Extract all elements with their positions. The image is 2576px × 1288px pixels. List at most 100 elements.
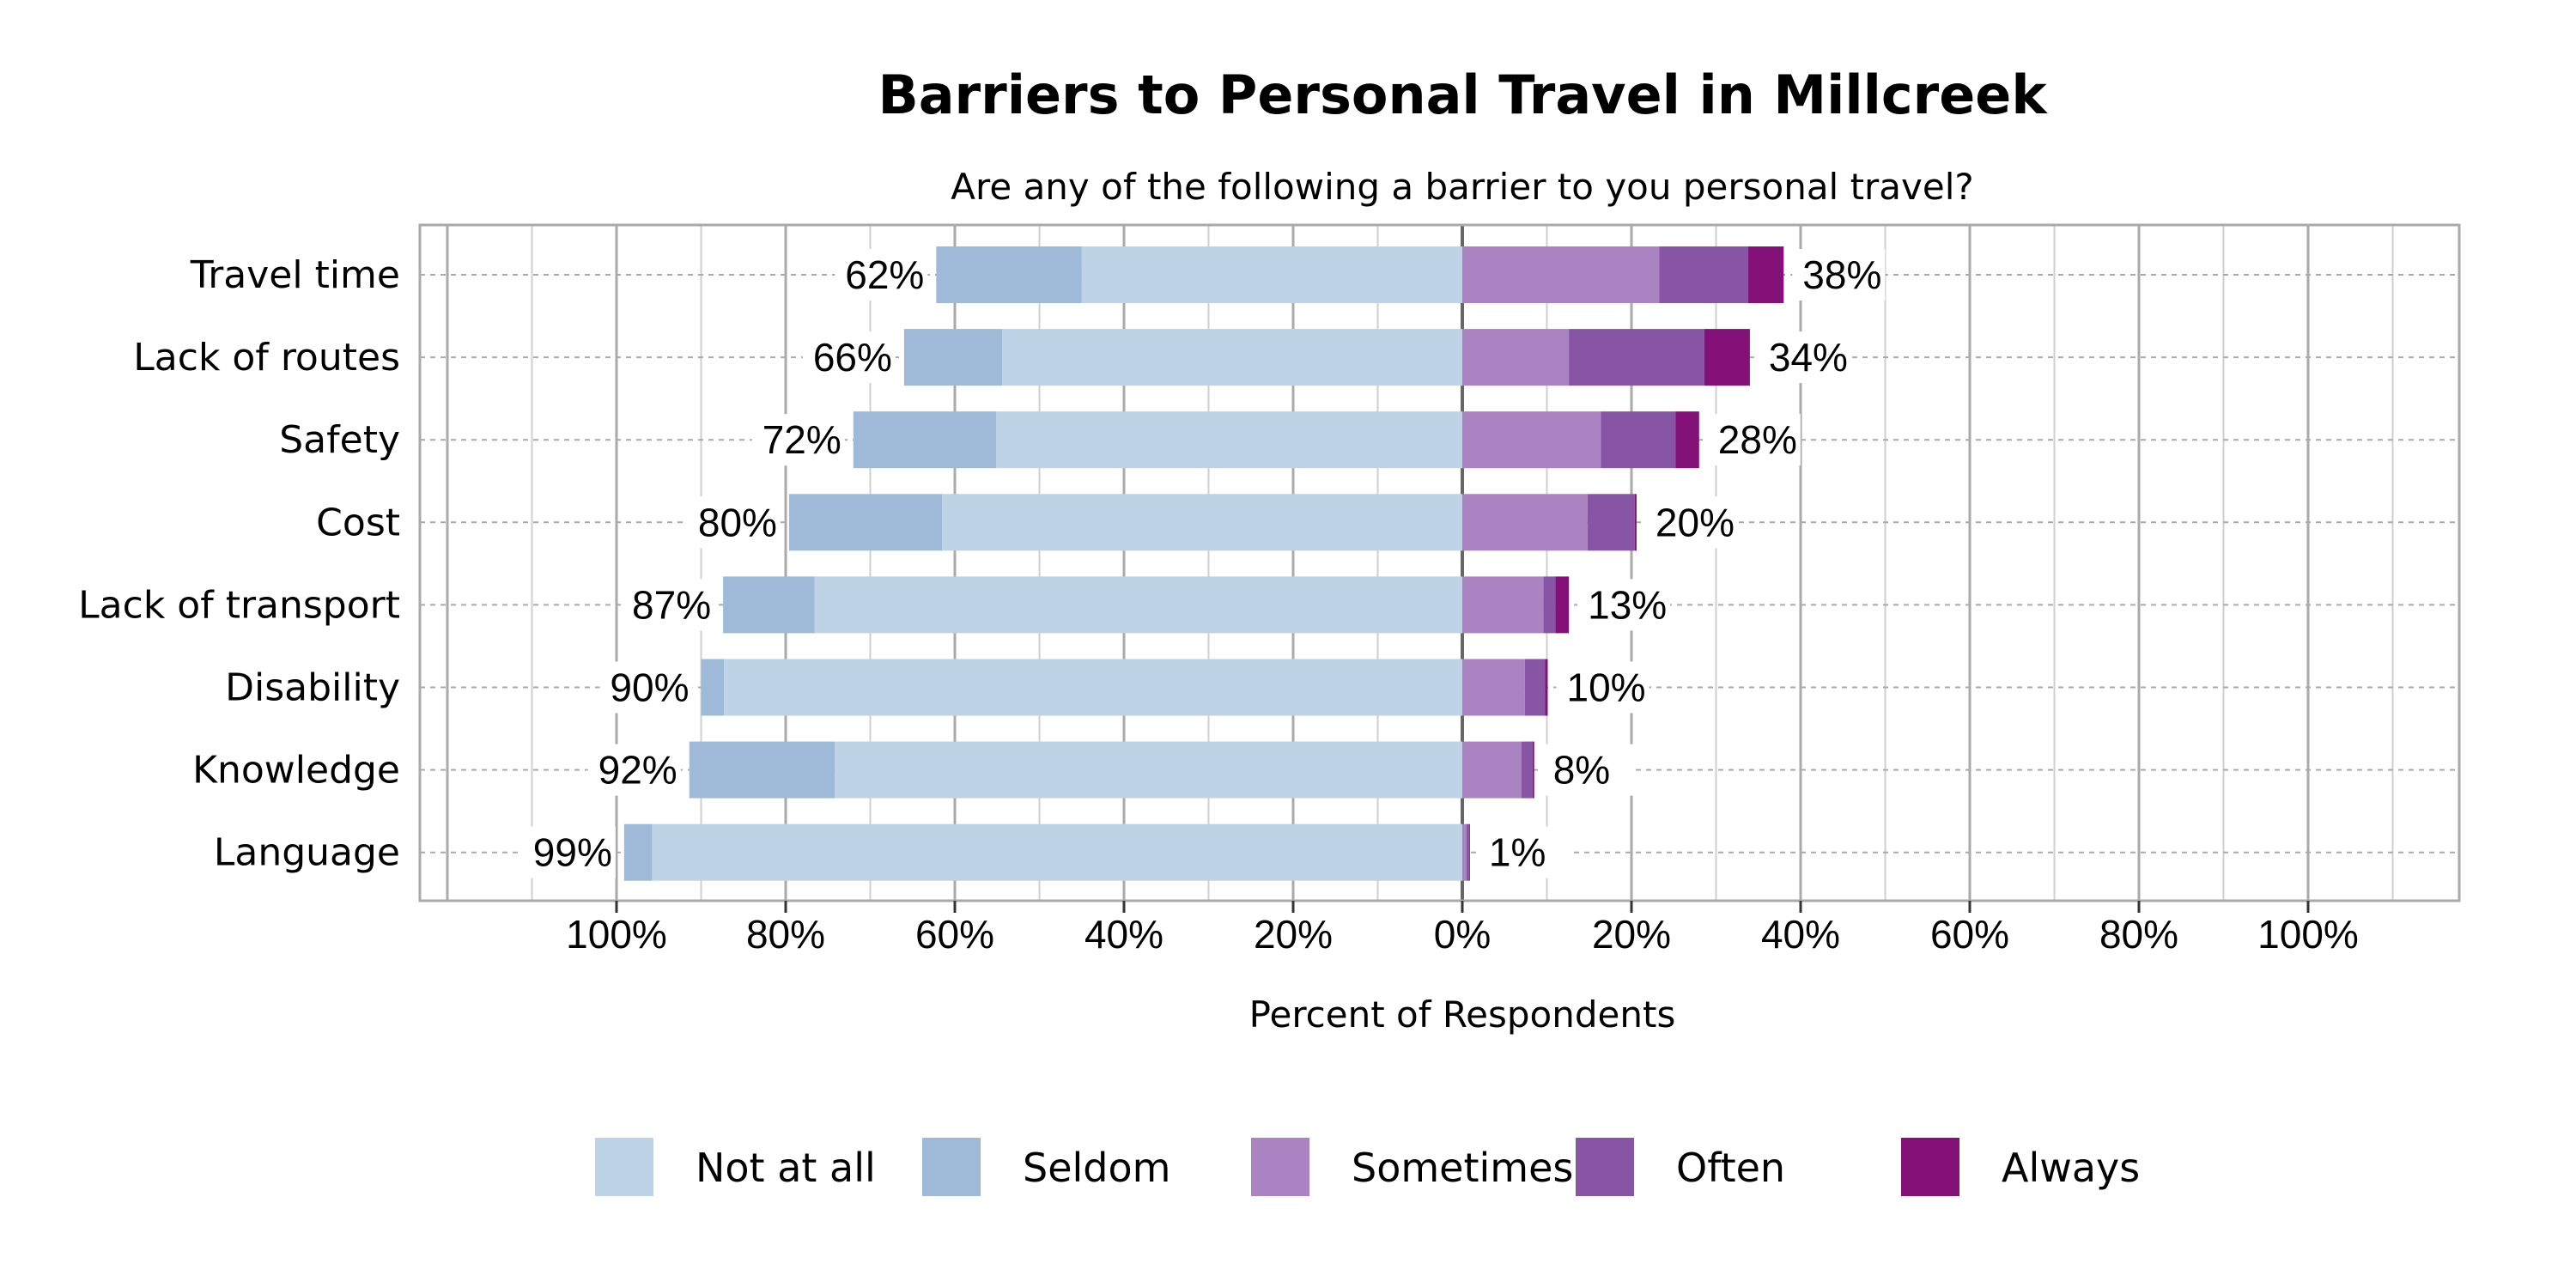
bar-not-at-all xyxy=(835,741,1462,799)
x-tick-label: 100% xyxy=(2257,912,2359,957)
bar-sometimes xyxy=(1462,741,1522,799)
right-total-label: 1% xyxy=(1489,830,1546,875)
bar-often xyxy=(1524,659,1546,716)
left-total-label: 90% xyxy=(610,665,689,710)
legend: Not at all Seldom Sometimes Often Always xyxy=(595,1138,2140,1196)
legend-swatch-sometimes xyxy=(1251,1138,1309,1196)
right-total-label: 28% xyxy=(1718,417,1797,462)
left-total-label: 92% xyxy=(598,748,677,793)
x-tick-label: 20% xyxy=(1254,912,1333,957)
bar-often xyxy=(1601,411,1676,469)
bar-not-at-all xyxy=(1081,246,1462,303)
x-tick-label: 40% xyxy=(1761,912,1840,957)
x-tick-label: 20% xyxy=(1592,912,1671,957)
bar-not-at-all xyxy=(942,494,1462,551)
x-tick-label: 60% xyxy=(915,912,994,957)
labels: Travel time 62% 38% Lack of routes 66% 34% Saf… xyxy=(78,249,1886,878)
left-total-label: 87% xyxy=(632,582,711,627)
right-total-label: 10% xyxy=(1566,665,1645,710)
value-label-background xyxy=(1707,414,1801,466)
value-label-background xyxy=(522,826,616,878)
value-label-background xyxy=(1556,661,1649,714)
left-total-label: 62% xyxy=(845,252,924,297)
bar-always xyxy=(1634,494,1637,551)
category-label: Disability xyxy=(225,666,400,710)
legend-label: Not at all xyxy=(696,1145,876,1191)
bar-not-at-all xyxy=(996,411,1462,469)
x-axis-ticks: 100% 80% 60% 40% 20% 0% 20% 40% 60% 80% 100% xyxy=(566,901,2359,957)
legend-label: Always xyxy=(2002,1145,2140,1191)
value-label-background xyxy=(751,414,845,466)
category-label: Safety xyxy=(279,418,400,462)
bar-often xyxy=(1466,823,1469,881)
bar-often xyxy=(1521,741,1533,799)
left-total-label: 72% xyxy=(762,417,841,462)
right-total-label: 38% xyxy=(1802,252,1881,297)
legend-label: Often xyxy=(1676,1145,1785,1191)
bar-often xyxy=(1587,494,1635,551)
x-tick-label: 80% xyxy=(2099,912,2178,957)
bars xyxy=(623,246,1784,881)
left-total-label: 66% xyxy=(813,335,892,380)
value-label-background xyxy=(1644,496,1738,549)
legend-swatch-seldom xyxy=(922,1138,981,1196)
left-total-label: 99% xyxy=(533,830,612,875)
x-tick-label: 60% xyxy=(1930,912,2009,957)
value-label-background xyxy=(1758,331,1851,384)
bar-sometimes xyxy=(1462,246,1660,303)
value-label-background xyxy=(587,744,681,796)
bar-sometimes xyxy=(1462,411,1601,469)
bar-always xyxy=(1555,576,1570,634)
bar-always xyxy=(1545,659,1548,716)
value-label-background xyxy=(1792,249,1886,301)
bar-sometimes xyxy=(1462,494,1588,551)
bar-sometimes xyxy=(1462,659,1525,716)
bar-not-at-all xyxy=(814,576,1462,634)
category-label: Travel time xyxy=(190,253,400,297)
bar-always xyxy=(1532,741,1534,799)
bar-not-at-all xyxy=(652,823,1462,881)
plot-frame xyxy=(418,223,2461,902)
value-label-background xyxy=(687,496,781,549)
x-tick-label: 80% xyxy=(746,912,825,957)
bar-often xyxy=(1543,576,1556,634)
bar-seldom xyxy=(936,246,1082,303)
category-label: Lack of routes xyxy=(133,336,400,380)
x-axis-title: Percent of Respondents xyxy=(1249,993,1676,1036)
value-label-background xyxy=(1577,579,1671,631)
bar-seldom xyxy=(788,494,943,551)
legend-label: Seldom xyxy=(1023,1145,1170,1191)
left-total-label: 80% xyxy=(698,500,777,544)
category-label: Language xyxy=(214,831,400,875)
legend-swatch-always xyxy=(1901,1138,1959,1196)
bar-seldom xyxy=(623,823,653,881)
bar-seldom xyxy=(853,411,997,469)
x-tick-label: 100% xyxy=(566,912,667,957)
bar-always xyxy=(1468,823,1470,881)
bar-seldom xyxy=(689,741,835,799)
legend-swatch-not-at-all xyxy=(595,1138,653,1196)
value-label-background xyxy=(802,331,896,384)
chart-title: Barriers to Personal Travel in Millcreek xyxy=(878,64,2048,126)
bar-often xyxy=(1569,329,1704,386)
value-label-background xyxy=(599,661,693,714)
category-label: Cost xyxy=(316,501,400,544)
category-label: Lack of transport xyxy=(78,583,400,627)
value-label-background xyxy=(1542,744,1636,796)
bar-seldom xyxy=(723,576,815,634)
bar-sometimes xyxy=(1462,823,1467,881)
gridlines xyxy=(420,225,2459,901)
bar-always xyxy=(1675,411,1699,469)
bar-not-at-all xyxy=(1002,329,1462,386)
x-tick-label: 0% xyxy=(1434,912,1491,957)
bar-not-at-all xyxy=(724,659,1462,716)
legend-swatch-often xyxy=(1576,1138,1634,1196)
chart-subtitle: Are any of the following a barrier to yo… xyxy=(951,166,1973,208)
right-total-label: 8% xyxy=(1553,748,1610,793)
value-label-background xyxy=(835,249,928,301)
x-tick-label: 40% xyxy=(1084,912,1163,957)
bar-sometimes xyxy=(1462,576,1544,634)
bar-often xyxy=(1659,246,1748,303)
value-label-background xyxy=(622,579,715,631)
